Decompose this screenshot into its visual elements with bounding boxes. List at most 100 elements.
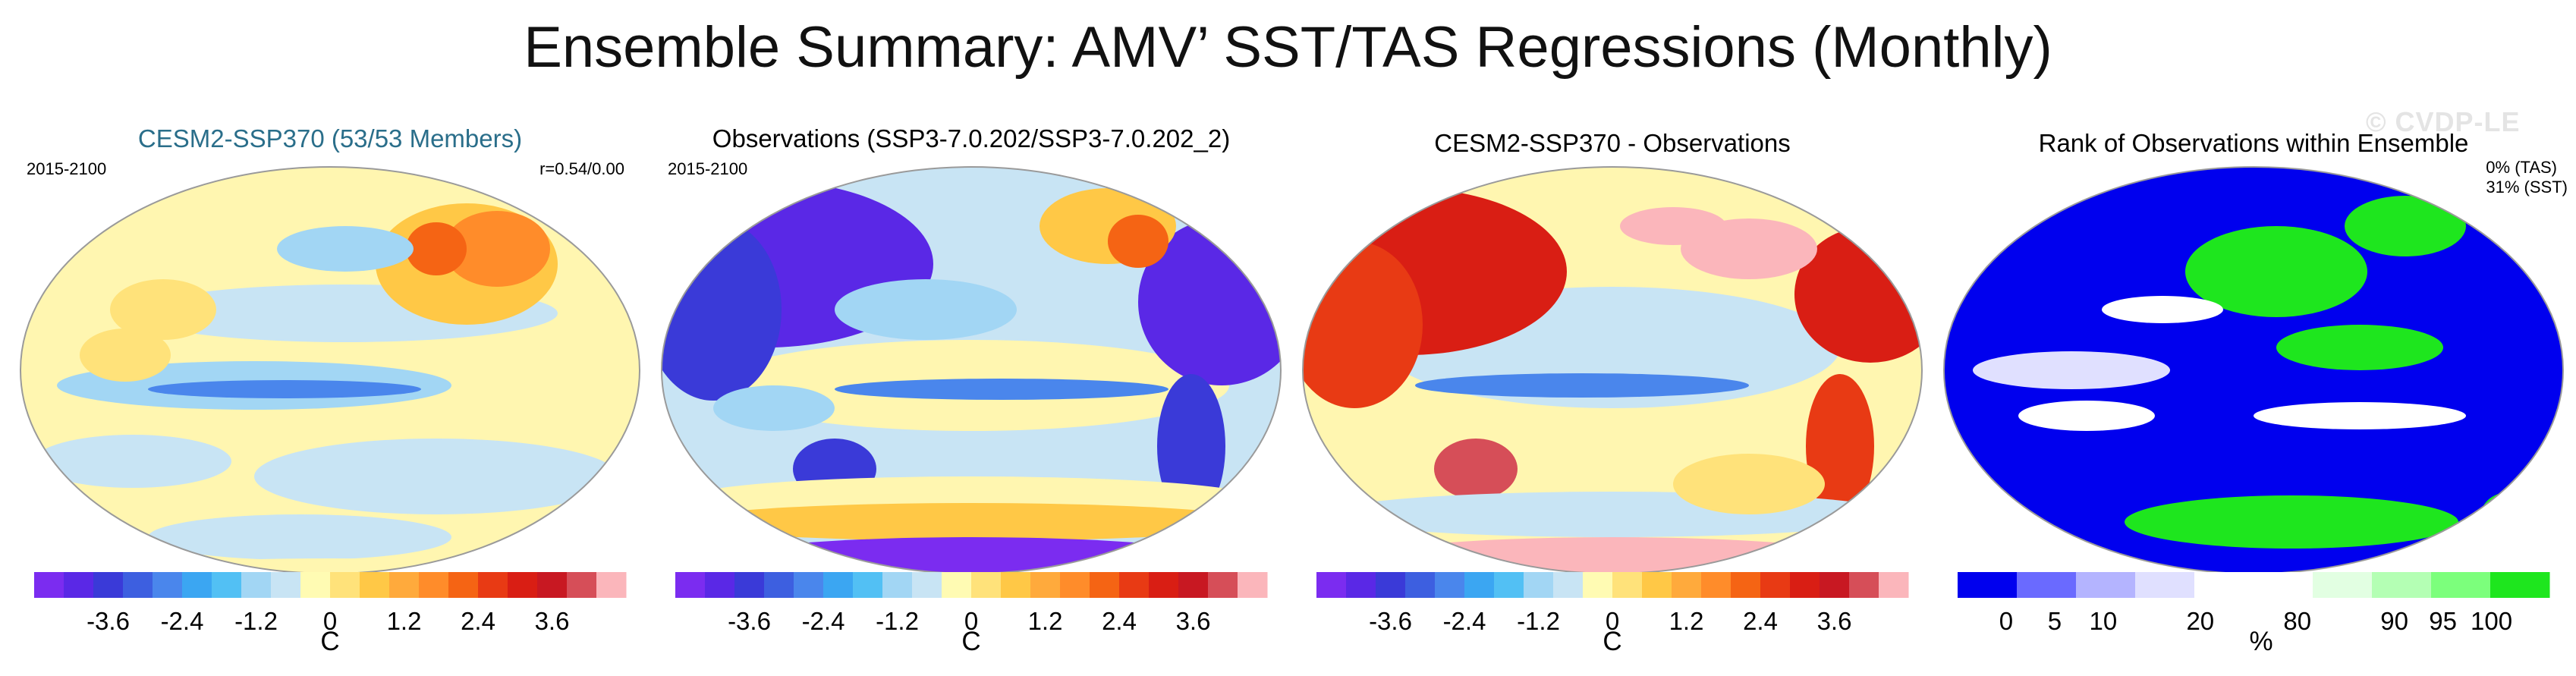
colorbar-tick-label: 2.4 [1743, 607, 1778, 635]
colorbar-tick-label: 0 [1999, 607, 2014, 635]
colorbar-swatch [212, 572, 242, 598]
rank-tas-label: 0% (TAS) [2486, 158, 2557, 177]
colorbar-swatch [1060, 572, 1090, 598]
colorbar-tick-label: -2.4 [1442, 607, 1486, 635]
colorbar-swatch [823, 572, 854, 598]
colorbar-swatch [1208, 572, 1238, 598]
colorbar-swatch [1405, 572, 1436, 598]
regression-map [661, 166, 1282, 574]
panel-title: CESM2-SSP370 - Observations [1434, 129, 1791, 157]
colorbar-swatch [34, 572, 64, 598]
colorbar-swatch [241, 572, 272, 598]
panel-title: Rank of Observations within Ensemble [2038, 129, 2469, 157]
colorbar-swatch [1849, 572, 1879, 598]
colorbar-swatch [1583, 572, 1613, 598]
colorbar-swatch [1879, 572, 1909, 598]
colorbar-tick-label: 90 [2380, 607, 2408, 635]
colorbar-tick-label: 95 [2429, 607, 2457, 635]
colorbar-swatch [764, 572, 794, 598]
colorbar-swatch [2076, 572, 2136, 598]
colorbar-swatch [1494, 572, 1524, 598]
colorbar-tick-label: 80 [2283, 607, 2312, 635]
colorbar-swatch [2254, 572, 2313, 598]
colorbar-swatch [330, 572, 360, 598]
colorbar-tick-label: -1.2 [234, 607, 278, 635]
colorbar-swatch [389, 572, 420, 598]
colorbar-swatch [2017, 572, 2077, 598]
rank-sst-label: 31% (SST) [2486, 178, 2568, 197]
colorbar-swatch [1672, 572, 1702, 598]
watermark: © CVDP-LE [2366, 106, 2521, 137]
colorbar [675, 572, 1268, 598]
colorbar-tick-label: 10 [2089, 607, 2118, 635]
colorbar-swatch [419, 572, 449, 598]
colorbar-swatch [567, 572, 597, 598]
panel-difference: CESM2-SSP370 - Observations -3.6 -2.4 -1.2… [1294, 114, 1931, 675]
colorbar-swatch [1731, 572, 1761, 598]
colorbar-tick-label: 3.6 [534, 607, 570, 635]
colorbar-swatch [912, 572, 942, 598]
figure-title: Ensemble Summary: AMV’ SST/TAS Regressio… [524, 15, 2052, 80]
colorbar-unit: C [320, 627, 340, 656]
colorbar-tick-label: -3.6 [86, 607, 130, 635]
colorbar-swatch [1524, 572, 1554, 598]
colorbar-swatch [1435, 572, 1465, 598]
colorbar-swatch [1001, 572, 1031, 598]
colorbar-swatch [675, 572, 706, 598]
colorbar-swatch [971, 572, 1002, 598]
colorbar-swatch [734, 572, 765, 598]
colorbar-swatch [537, 572, 568, 598]
colorbar-tick-label: 1.2 [1669, 607, 1704, 635]
colorbar-swatch [478, 572, 508, 598]
colorbar-swatch [882, 572, 913, 598]
colorbar-tick-label: -3.6 [1369, 607, 1412, 635]
colorbar-swatch [1701, 572, 1731, 598]
colorbar-tick-label: 3.6 [1175, 607, 1211, 635]
colorbar-swatch [794, 572, 824, 598]
colorbar-tick-label: 0 [1605, 607, 1620, 635]
colorbar-swatch [1958, 572, 2018, 598]
colorbar-tick-label: 2.4 [461, 607, 495, 635]
colorbar-swatch [1149, 572, 1179, 598]
colorbar-swatch [2313, 572, 2373, 598]
colorbar-swatch [1790, 572, 1820, 598]
colorbar-swatch [1238, 572, 1268, 598]
colorbar-swatch [1820, 572, 1850, 598]
regression-map [1302, 166, 1923, 574]
colorbar-swatch [1030, 572, 1061, 598]
colorbar-swatch [93, 572, 124, 598]
colorbar-tick-label: 100 [2471, 607, 2513, 635]
colorbar-swatch [1464, 572, 1495, 598]
colorbar-swatch [853, 572, 883, 598]
colorbar [34, 572, 627, 598]
colorbar-swatch [1119, 572, 1150, 598]
colorbar-swatch [182, 572, 212, 598]
colorbar-tick-label: 0 [964, 607, 979, 635]
colorbar-swatch [300, 572, 331, 598]
panel-rank: Rank of Observations within Ensemble 0% … [1935, 114, 2572, 675]
colorbar [1316, 572, 1909, 598]
regression-map [20, 166, 640, 574]
colorbar-swatch [2194, 572, 2254, 598]
colorbar-tick-label: 2.4 [1102, 607, 1137, 635]
colorbar-tick-label: 5 [2047, 607, 2062, 635]
colorbar-tick-label: 3.6 [1816, 607, 1852, 635]
colorbar-swatch [360, 572, 390, 598]
colorbar-tick-label: -1.2 [1517, 607, 1560, 635]
colorbar-swatch [271, 572, 301, 598]
colorbar-tick-label: 0 [322, 607, 338, 635]
colorbar-swatch [1090, 572, 1120, 598]
colorbar-swatch [1316, 572, 1347, 598]
colorbar-swatch [942, 572, 972, 598]
panel-observations: Observations (SSP3-7.0.202/SSP3-7.0.202_… [653, 114, 1290, 675]
colorbar-swatch [508, 572, 538, 598]
colorbar-swatch [1553, 572, 1584, 598]
colorbar-tick-label: 1.2 [386, 607, 422, 635]
colorbar-tick-label: -3.6 [728, 607, 771, 635]
colorbar [1958, 572, 2550, 598]
colorbar-swatch [2135, 572, 2195, 598]
colorbar-swatch [2431, 572, 2491, 598]
colorbar-swatch [2372, 572, 2432, 598]
period-label: 2015-2100 [27, 159, 107, 178]
colorbar-swatch [153, 572, 183, 598]
